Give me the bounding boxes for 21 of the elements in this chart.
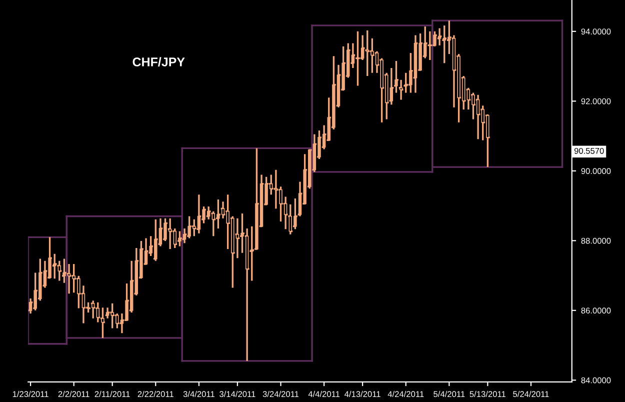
x-tick-label: 2/2/2011 <box>58 390 90 398</box>
x-tick-label: 4/4/2011 <box>308 390 340 398</box>
text: 90.5570 <box>574 148 604 154</box>
y-tick-label: 90.0000 <box>581 168 611 174</box>
x-tick-label: 4/24/2011 <box>388 390 424 398</box>
x-tick-label: 1/23/2011 <box>12 390 48 398</box>
x-tick-label: 4/13/2011 <box>344 390 380 398</box>
x-tick-label: 3/4/2011 <box>183 390 214 398</box>
y-tick-label: 84.0000 <box>581 377 611 384</box>
y-tick-label: 88.0000 <box>581 238 611 244</box>
y-tick-label: 92.0000 <box>581 98 611 104</box>
x-tick-label: 5/4/2011 <box>434 390 465 398</box>
x-tick-label: 3/14/2011 <box>220 390 256 398</box>
x-tick-label: 3/24/2011 <box>262 390 299 398</box>
x-tick-label: 2/11/2011 <box>94 390 130 398</box>
x-tick-label: 2/22/2011 <box>138 390 174 398</box>
text: CHF/JPY <box>132 57 185 66</box>
x-tick-label: 5/13/2011 <box>470 390 506 398</box>
x-tick-label: 5/24/2011 <box>513 390 549 398</box>
y-tick-label: 94.0000 <box>581 28 611 34</box>
y-tick-label: 86.0000 <box>581 308 611 314</box>
